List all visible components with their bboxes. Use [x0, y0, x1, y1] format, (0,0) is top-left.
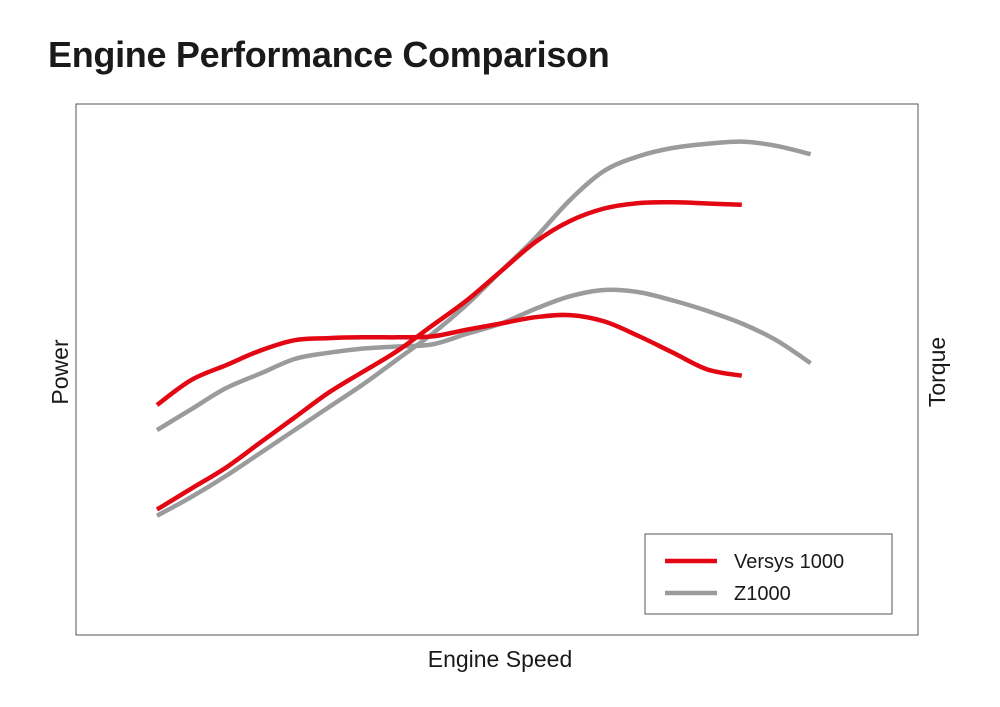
legend-box: [644, 533, 893, 615]
legend-label-versys-1000: Versys 1000: [734, 551, 844, 573]
series-line-versys-1000-torque: [155, 312, 743, 407]
plot-area-frame: [75, 103, 919, 636]
y-axis-label-left: Power: [47, 339, 73, 405]
series-line-versys-1000-power: [155, 199, 742, 512]
y-axis-label-right: Torque: [924, 337, 950, 407]
chart-title: Engine Performance Comparison: [48, 34, 610, 75]
legend: Versys 1000 Z1000: [644, 533, 893, 615]
series-line-z1000-torque: [155, 287, 812, 433]
series-layer: [155, 139, 812, 518]
legend-label-z1000: Z1000: [734, 583, 791, 605]
x-axis-label: Engine Speed: [428, 646, 573, 672]
